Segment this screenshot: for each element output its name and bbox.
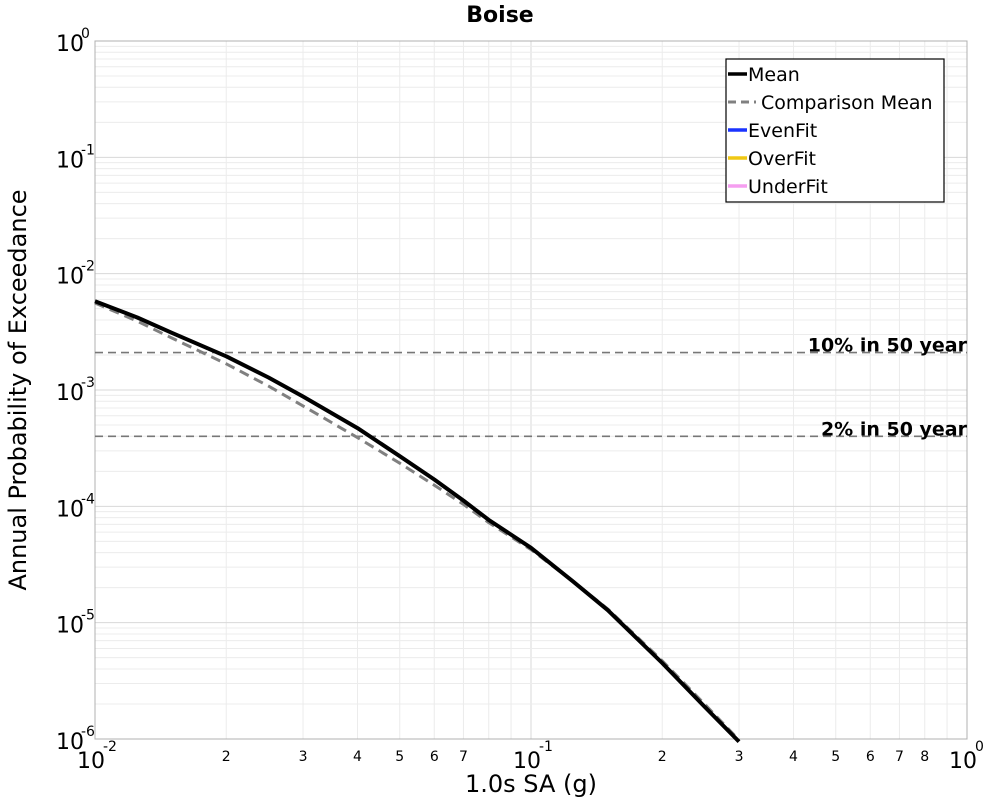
x-axis-label: 1.0s SA (g) — [465, 770, 597, 798]
x-minor-tick-label: 7 — [895, 749, 904, 765]
reference-lines: 10% in 50 year 2% in 50 year — [95, 335, 968, 440]
x-minor-tick-label: 6 — [430, 749, 439, 765]
y-major-tick-label: 10 — [56, 497, 84, 522]
y-major-tick-label: 10 — [56, 148, 84, 173]
x-minor-tick-label: 8 — [920, 749, 929, 765]
legend-label-mean: Mean — [748, 64, 800, 86]
y-major-tick-exponent: -2 — [81, 259, 95, 275]
legend-label-underfit: UnderFit — [748, 176, 828, 198]
x-minor-tick-label: 6 — [866, 749, 875, 765]
y-major-tick-exponent: -5 — [81, 608, 95, 624]
legend-label-evenfit: EvenFit — [748, 120, 817, 142]
y-major-tick-exponent: -4 — [81, 491, 95, 507]
legend-label-overfit: OverFit — [748, 148, 816, 170]
plot-area-border — [94, 40, 968, 740]
x-minor-tick-label: 4 — [789, 749, 798, 765]
x-minor-tick-label: 4 — [353, 749, 362, 765]
y-major-tick-label: 10 — [56, 265, 84, 290]
y-major-tick-exponent: 0 — [81, 26, 90, 42]
series-line-mean — [94, 299, 741, 744]
x-minor-tick-label: 3 — [299, 749, 308, 765]
x-minor-tick-label: 7 — [459, 749, 468, 765]
x-major-tick-label: 10 — [949, 749, 977, 774]
y-major-tick-exponent: -1 — [81, 142, 95, 158]
x-minor-tick-label: 2 — [222, 749, 231, 765]
legend-label-comparison-mean: Comparison Mean — [761, 92, 933, 114]
y-axis-label: Annual Probability of Exceedance — [4, 189, 32, 590]
chart-title: Boise — [466, 3, 533, 28]
x-minor-tick-label: 5 — [395, 749, 404, 765]
reference-line-label-2: 2% in 50 year — [821, 418, 968, 440]
legend-box — [725, 58, 945, 203]
x-minor-tick-label: 2 — [658, 749, 667, 765]
x-major-tick-exponent: -2 — [103, 739, 117, 755]
x-minor-tick-label: 5 — [831, 749, 840, 765]
y-major-tick-label: 10 — [56, 381, 84, 406]
legend: Mean Comparison Mean EvenFit OverFit UnderFi… — [725, 58, 945, 203]
x-major-tick-label: 10 — [513, 749, 541, 774]
reference-line-label-1: 10% in 50 year — [808, 335, 968, 357]
series-line-comparison-mean — [94, 301, 741, 742]
y-major-tick-label: 10 — [56, 730, 84, 755]
x-major-tick-exponent: 0 — [975, 739, 984, 755]
y-major-tick-label: 10 — [56, 32, 84, 57]
y-major-tick-exponent: -3 — [81, 375, 95, 391]
series-lines — [94, 299, 741, 744]
x-major-tick-exponent: -1 — [539, 739, 553, 755]
x-minor-tick-label: 3 — [735, 749, 744, 765]
y-major-tick-exponent: -6 — [81, 724, 95, 740]
y-major-tick-label: 10 — [56, 614, 84, 639]
x-major-tick-label: 10 — [77, 749, 105, 774]
